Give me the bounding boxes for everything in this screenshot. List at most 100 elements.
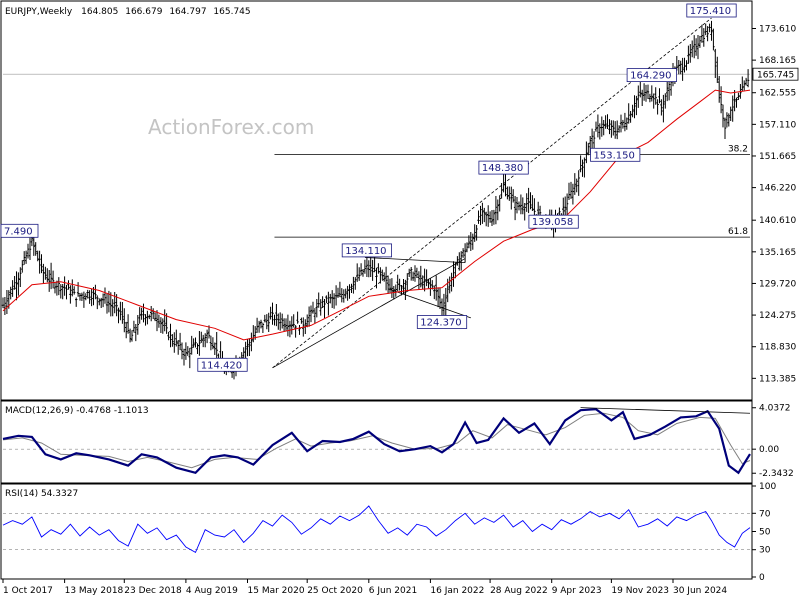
- ohlc-bar: [573, 173, 576, 195]
- time-tick-label: 9 Apr 2023: [552, 586, 602, 596]
- ohlc-bar: [163, 309, 166, 332]
- ohlc-bar: [660, 99, 663, 116]
- ohlc-bar: [313, 308, 317, 324]
- ohlc-bar: [117, 307, 120, 324]
- ohlc-bar: [340, 288, 343, 303]
- ohlc-bar: [121, 302, 124, 324]
- ohlc-bar: [344, 288, 347, 299]
- ohlc-bar: [460, 251, 463, 271]
- ohlc-bar: [76, 282, 80, 297]
- ohlc-bar: [86, 289, 89, 299]
- ohlc-bar: [506, 186, 509, 200]
- ohlc-bar: [741, 76, 744, 92]
- ohlc-bar: [207, 325, 211, 339]
- ohlc-bar: [21, 260, 24, 273]
- pivot-box-139.058: [528, 214, 579, 229]
- ohlc-bar: [417, 271, 421, 289]
- rsi-tick-100: 100: [759, 482, 776, 492]
- ohlc-bar: [404, 279, 407, 300]
- ohlc-bar: [461, 248, 465, 258]
- ohlc-bar: [616, 120, 619, 140]
- time-tick-label: 15 Mar 2020: [248, 586, 305, 596]
- ohlc-bar: [80, 292, 84, 301]
- ohlc-bar: [11, 280, 14, 297]
- ohlc-bar: [292, 314, 295, 328]
- price-tick-129.720: 129.720: [759, 279, 796, 289]
- ohlc-bar: [448, 276, 451, 294]
- ohlc-bar: [128, 328, 132, 343]
- ohlc-bar: [354, 277, 357, 290]
- ohlc-bar: [309, 305, 313, 323]
- ohlc-bar: [612, 120, 615, 136]
- rsi-line: [2, 505, 751, 554]
- ohlc-bar: [51, 270, 55, 289]
- ohlc-bar: [390, 278, 394, 298]
- ohlc-bar: [583, 157, 586, 178]
- macd-tick-0.00: 0.00: [759, 445, 779, 455]
- ohlc-bar: [13, 276, 16, 290]
- ohlc-bar: [485, 211, 488, 227]
- ohlc-bar: [411, 271, 415, 281]
- ohlc-bar: [408, 268, 411, 277]
- ohlc-bar: [332, 293, 336, 309]
- ohlc-bar: [1, 297, 5, 309]
- ohlc-bar: [188, 347, 191, 369]
- ohlc-bar: [623, 112, 627, 132]
- ohlc-bar: [282, 318, 286, 332]
- rsi-layer: [2, 505, 751, 554]
- ohlc-bar: [458, 252, 461, 271]
- macd-tick-4.0372: 4.0372: [759, 404, 791, 414]
- ohlc-bar: [608, 119, 611, 135]
- ohlc-bar: [494, 196, 498, 225]
- ohlc-bar: [675, 56, 678, 71]
- ohlc-bar: [90, 288, 93, 307]
- ohlc-bar: [261, 322, 265, 333]
- rsi-label: RSI(14) 54.3327: [5, 489, 78, 499]
- ohlc-bar: [438, 287, 442, 309]
- ohlc-bar: [61, 284, 64, 300]
- pivot-label-164.290: 164.290: [630, 71, 671, 82]
- ohlc-bar: [654, 87, 657, 105]
- ohlc-bar: [367, 260, 370, 278]
- ohlc-bar: [492, 209, 496, 225]
- ohlc-bar: [662, 94, 665, 123]
- pivot-label-153.150: 153.150: [594, 150, 635, 161]
- ohlc-bar: [186, 346, 189, 356]
- ohlc-bar: [259, 319, 263, 329]
- ohlc-bar: [325, 295, 328, 304]
- ohlc-bars: [1, 20, 750, 380]
- ohlc-bar: [279, 312, 282, 331]
- macd-divergence-line: [580, 407, 751, 414]
- ohlc-bar: [100, 297, 103, 308]
- ohlc-bar: [71, 279, 74, 297]
- ohlc-bar: [209, 335, 213, 351]
- ohlc-bar: [519, 194, 523, 215]
- ohlc-bar: [38, 250, 41, 274]
- ohlc-bar: [336, 287, 340, 298]
- triangle-line-0: [364, 257, 466, 264]
- ohlc-bar: [488, 211, 492, 223]
- ohlc-bar: [130, 330, 134, 342]
- ohlc-bar: [737, 92, 740, 100]
- ohlc-bar: [718, 76, 721, 103]
- pivot-label-175.410: 175.410: [690, 6, 731, 17]
- ohlc-bar: [475, 225, 478, 241]
- ohlc-bar: [421, 275, 424, 290]
- ohlc-bar: [167, 331, 170, 341]
- ohlc-bar: [735, 97, 738, 108]
- macd-signal-line: [2, 412, 751, 469]
- ohlc-bar: [215, 332, 218, 362]
- ohlc-bar: [384, 266, 388, 291]
- ohlc-bar: [604, 115, 607, 129]
- ohlc-bar: [136, 315, 139, 335]
- ohlc-bar: [356, 263, 359, 282]
- ohlc-bar: [173, 332, 176, 353]
- ohlc-bar: [527, 187, 530, 214]
- triangle-line-1: [387, 288, 471, 319]
- ohlc-bar: [386, 275, 390, 294]
- ohlc-bar: [696, 35, 700, 60]
- ohlc-bar: [113, 292, 116, 314]
- ohlc-bar: [681, 57, 684, 81]
- ohlc-bar: [513, 196, 517, 221]
- ohlc-bar: [716, 56, 719, 83]
